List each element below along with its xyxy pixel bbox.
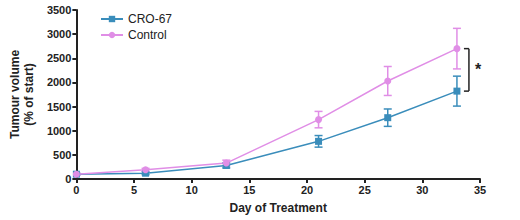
svg-text:Control: Control xyxy=(128,28,167,42)
svg-text:2500: 2500 xyxy=(47,52,71,64)
svg-text:35: 35 xyxy=(474,184,486,196)
svg-text:500: 500 xyxy=(53,149,71,161)
svg-text:2000: 2000 xyxy=(47,76,71,88)
svg-text:Tumour volume: Tumour volume xyxy=(8,50,22,139)
svg-text:3000: 3000 xyxy=(47,28,71,40)
svg-text:10: 10 xyxy=(186,184,198,196)
svg-text:1000: 1000 xyxy=(47,125,71,137)
svg-text:0: 0 xyxy=(73,184,79,196)
svg-text:(% of start): (% of start) xyxy=(22,63,36,126)
svg-text:*: * xyxy=(475,61,482,78)
svg-text:15: 15 xyxy=(243,184,255,196)
svg-text:Day of Treatment: Day of Treatment xyxy=(230,201,327,215)
svg-text:30: 30 xyxy=(416,184,428,196)
svg-text:3500: 3500 xyxy=(47,4,71,16)
svg-text:25: 25 xyxy=(359,184,371,196)
svg-text:20: 20 xyxy=(301,184,313,196)
svg-text:5: 5 xyxy=(131,184,137,196)
svg-text:0: 0 xyxy=(65,173,71,185)
svg-text:1500: 1500 xyxy=(47,101,71,113)
svg-text:CRO-67: CRO-67 xyxy=(128,12,172,26)
